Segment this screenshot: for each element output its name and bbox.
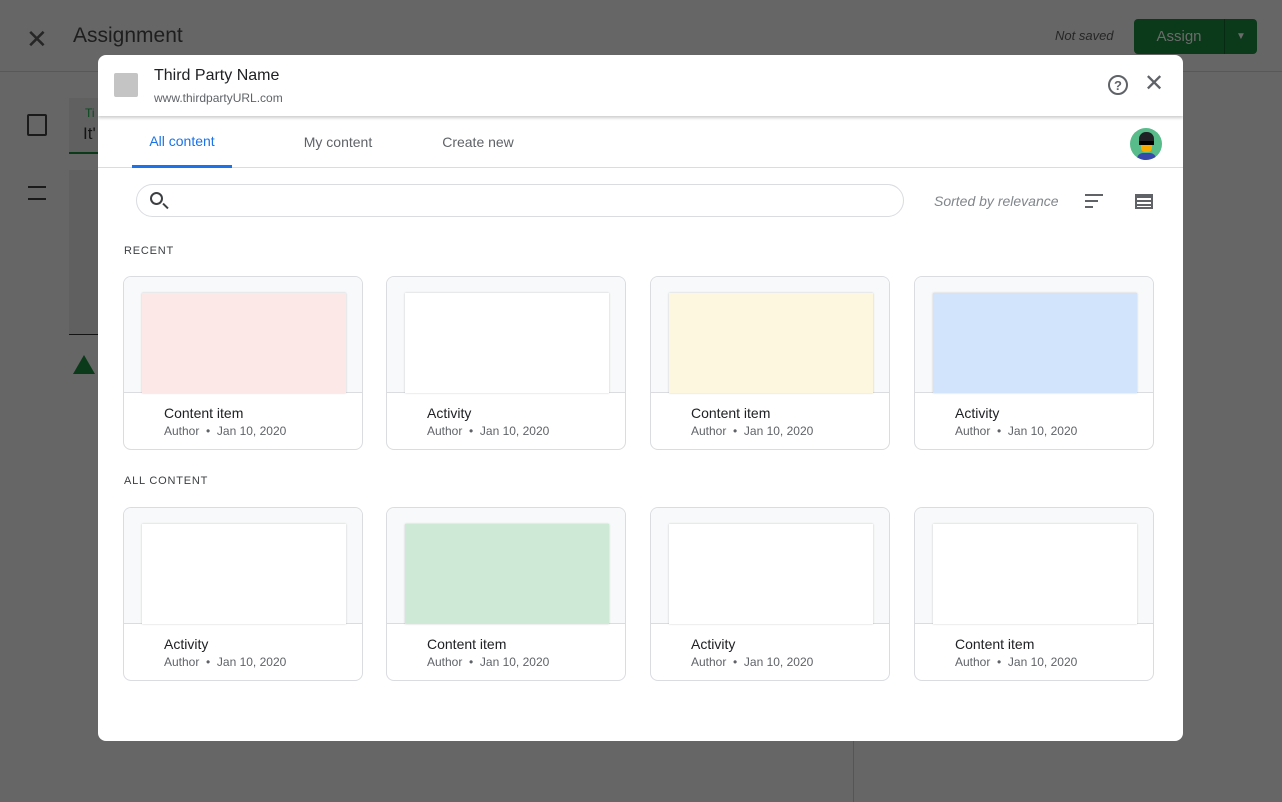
sort-label: Sorted by relevance [934, 193, 1059, 209]
card-author: Author [955, 424, 991, 438]
card-author: Author [427, 655, 463, 669]
card-title: Activity [691, 636, 736, 652]
card-meta: Author • Jan 10, 2020 [955, 655, 1078, 669]
thumbnail-preview [669, 293, 873, 393]
close-dialog-icon[interactable]: ✕ [1144, 70, 1165, 97]
avatar[interactable] [1130, 128, 1162, 160]
content-card[interactable]: Content item Author • Jan 10, 2020 [386, 507, 626, 681]
search-icon [150, 192, 163, 205]
card-meta: Author • Jan 10, 2020 [427, 655, 550, 669]
card-meta: Author • Jan 10, 2020 [164, 655, 287, 669]
tab-create-new[interactable]: Create new [442, 134, 514, 150]
third-party-url: www.thirdpartyURL.com [154, 91, 283, 105]
card-thumbnail [124, 277, 362, 393]
card-date: Jan 10, 2020 [743, 424, 814, 438]
card-title: Activity [164, 636, 209, 652]
title-field-value: It' [83, 124, 96, 143]
card-meta: Author • Jan 10, 2020 [164, 424, 287, 438]
dialog-header: Third Party Name www.thirdpartyURL.com ?… [98, 55, 1183, 116]
card-title: Content item [164, 405, 244, 421]
card-thumbnail [915, 277, 1153, 393]
title-field-label: Ti [85, 106, 95, 120]
card-thumbnail [387, 277, 625, 393]
card-date: Jan 10, 2020 [743, 655, 814, 669]
card-thumbnail [651, 508, 889, 624]
list-view-icon[interactable] [1135, 194, 1153, 209]
card-title: Content item [427, 636, 507, 652]
card-title: Activity [955, 405, 1000, 421]
content-card[interactable]: Content item Author • Jan 10, 2020 [914, 507, 1154, 681]
card-title: Content item [691, 405, 771, 421]
thumbnail-preview [405, 293, 609, 393]
card-date: Jan 10, 2020 [1007, 424, 1078, 438]
card-meta: Author • Jan 10, 2020 [691, 424, 814, 438]
thumbnail-preview [669, 524, 873, 624]
thumbnail-preview [142, 293, 346, 393]
content-picker-dialog: Third Party Name www.thirdpartyURL.com ?… [98, 55, 1183, 741]
card-author: Author [164, 655, 200, 669]
section-label: ALL CONTENT [124, 475, 209, 487]
tab-all-content[interactable]: All content [132, 116, 232, 168]
card-date: Jan 10, 2020 [1007, 655, 1078, 669]
assign-button[interactable]: Assign ▼ [1134, 19, 1257, 54]
content-card[interactable]: Content item Author • Jan 10, 2020 [650, 276, 890, 450]
thumbnail-preview [405, 524, 609, 624]
content-card[interactable]: Content item Author • Jan 10, 2020 [123, 276, 363, 450]
dropdown-arrow-icon[interactable]: ▼ [1236, 31, 1246, 42]
content-card[interactable]: Activity Author • Jan 10, 2020 [914, 276, 1154, 450]
close-icon[interactable]: ✕ [26, 24, 48, 54]
section-label: RECENT [124, 245, 175, 257]
card-date: Jan 10, 2020 [479, 655, 550, 669]
sort-icon[interactable] [1085, 194, 1103, 208]
description-icon[interactable] [28, 186, 46, 200]
assignment-icon[interactable] [27, 114, 47, 136]
thumbnail-preview [142, 524, 346, 624]
card-title: Activity [427, 405, 472, 421]
tab-bar: All content My content Create new [98, 116, 1183, 168]
card-thumbnail [651, 277, 889, 393]
card-thumbnail [387, 508, 625, 624]
thumbnail-preview [933, 293, 1137, 393]
card-thumbnail [124, 508, 362, 624]
thumbnail-preview [933, 524, 1137, 624]
card-author: Author [164, 424, 200, 438]
search-input[interactable] [177, 191, 877, 211]
search-box[interactable] [136, 184, 904, 217]
assign-label[interactable]: Assign [1134, 19, 1225, 54]
content-card[interactable]: Activity Author • Jan 10, 2020 [650, 507, 890, 681]
drive-icon[interactable] [73, 355, 95, 374]
card-thumbnail [915, 508, 1153, 624]
card-date: Jan 10, 2020 [479, 424, 550, 438]
card-author: Author [691, 424, 727, 438]
card-author: Author [691, 655, 727, 669]
help-icon[interactable]: ? [1108, 75, 1128, 95]
third-party-name: Third Party Name [154, 67, 280, 84]
third-party-logo [114, 73, 138, 97]
card-title: Content item [955, 636, 1035, 652]
card-meta: Author • Jan 10, 2020 [955, 424, 1078, 438]
tab-my-content[interactable]: My content [303, 134, 373, 150]
card-date: Jan 10, 2020 [216, 655, 287, 669]
card-meta: Author • Jan 10, 2020 [691, 655, 814, 669]
content-card[interactable]: Activity Author • Jan 10, 2020 [386, 276, 626, 450]
card-meta: Author • Jan 10, 2020 [427, 424, 550, 438]
card-author: Author [955, 655, 991, 669]
save-status: Not saved [1055, 28, 1114, 43]
content-card[interactable]: Activity Author • Jan 10, 2020 [123, 507, 363, 681]
page-title: Assignment [73, 24, 183, 47]
card-date: Jan 10, 2020 [216, 424, 287, 438]
card-author: Author [427, 424, 463, 438]
